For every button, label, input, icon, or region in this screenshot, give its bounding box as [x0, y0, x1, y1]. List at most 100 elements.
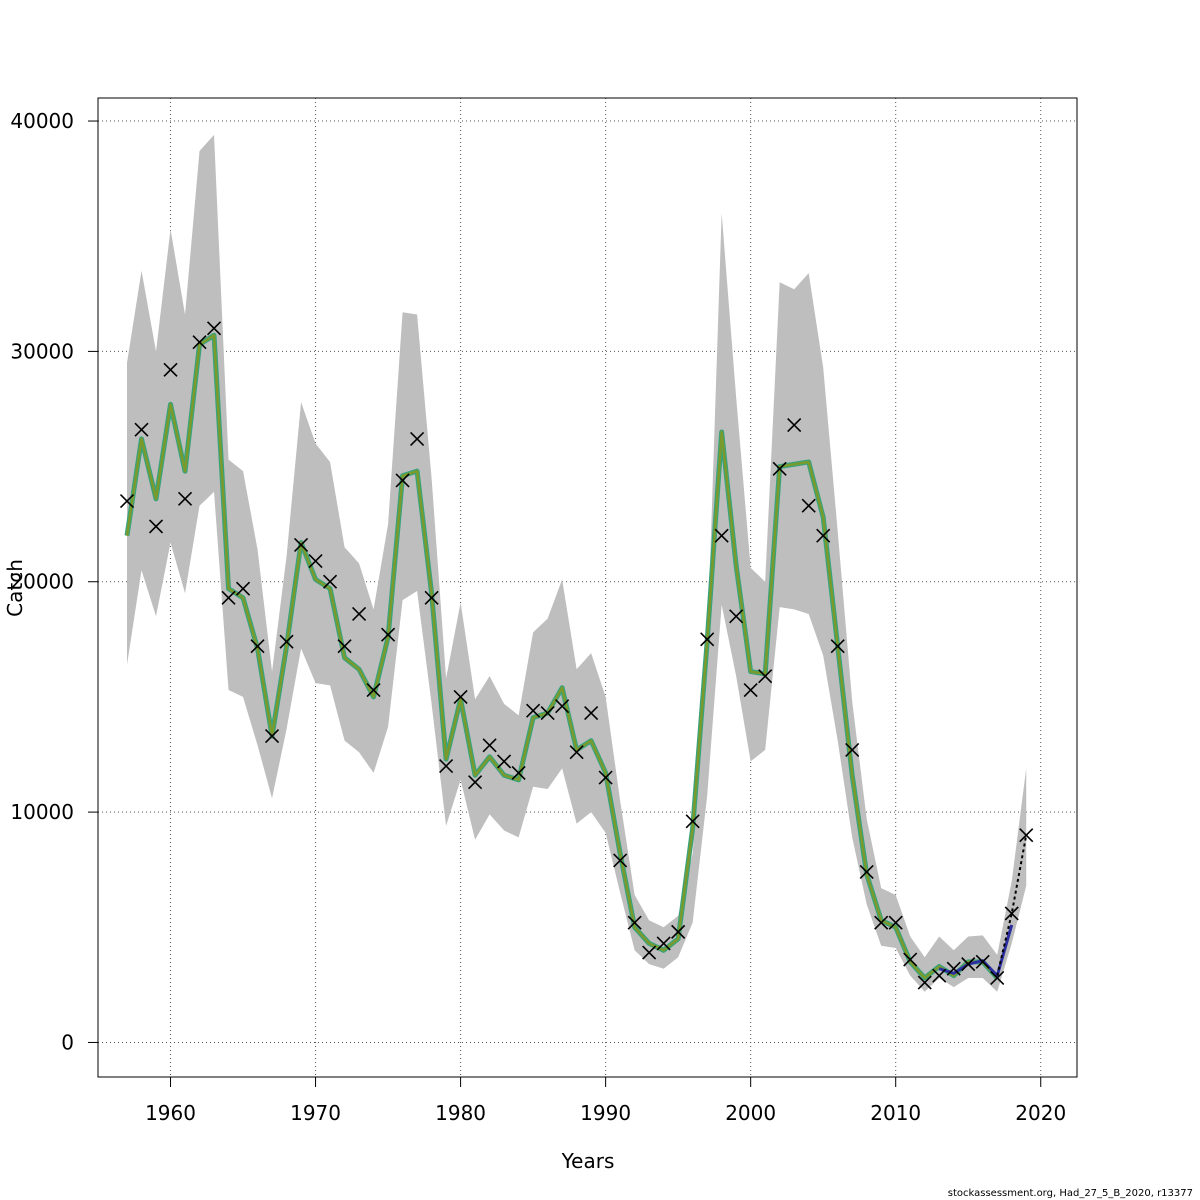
observed-point-stroke: [729, 609, 744, 624]
observed-point-stroke: [293, 537, 309, 552]
observed-point: [932, 968, 947, 983]
observed-point-stroke: [1019, 828, 1034, 843]
observed-point: [801, 498, 816, 513]
observed-point-stroke: [888, 915, 903, 930]
observed-point: [308, 553, 323, 569]
observed-point: [250, 639, 265, 654]
x-tick-label: 1990: [580, 1101, 631, 1125]
observed-point: [555, 699, 570, 714]
observed-point-stroke: [148, 519, 164, 534]
observed-point: [279, 634, 294, 649]
observed-point: [642, 945, 657, 960]
observed-point-stroke: [613, 853, 628, 868]
observed-point-stroke: [511, 765, 526, 780]
x-tick-label: 2020: [1015, 1101, 1066, 1125]
observed-point: [787, 418, 802, 433]
observed-point-stroke: [1004, 906, 1019, 921]
observed-point: [206, 321, 222, 336]
observed-point-stroke: [903, 952, 918, 967]
observed-point-stroke: [439, 758, 454, 774]
observed-point-stroke: [656, 936, 671, 951]
observed-point: [874, 915, 889, 930]
observed-point: [613, 853, 628, 868]
observed-point: [424, 590, 439, 605]
observed-point-stroke: [990, 970, 1005, 986]
observed-point-stroke: [250, 639, 265, 654]
observed-point: [569, 745, 584, 760]
observed-point: [526, 703, 541, 718]
observed-point: [439, 758, 454, 774]
observed-point-stroke: [526, 703, 541, 718]
observed-point: [685, 814, 700, 829]
y-tick-label: 30000: [10, 339, 74, 363]
observed-point-stroke: [787, 418, 802, 433]
observed-point: [119, 494, 135, 509]
observed-point: [946, 961, 961, 976]
observed-point: [177, 491, 193, 506]
observed-point: [758, 669, 773, 684]
observed-point-stroke: [801, 498, 816, 513]
observed-point-stroke: [758, 669, 773, 684]
observed-point: [816, 528, 831, 543]
observed-point: [410, 431, 425, 446]
x-tick-label: 1970: [290, 1101, 341, 1125]
observed-point-stroke: [946, 961, 961, 976]
observed-point: [903, 952, 918, 967]
observed-point-stroke: [816, 528, 831, 543]
observed-point: [917, 975, 932, 990]
observed-point: [1019, 828, 1034, 843]
observed-point: [468, 775, 483, 790]
observed-point-stroke: [555, 699, 570, 714]
x-tick-label: 1980: [435, 1101, 486, 1125]
observed-point: [511, 765, 526, 780]
observed-point: [453, 689, 468, 704]
observed-point: [337, 639, 352, 654]
observed-point-stroke: [671, 924, 686, 939]
observed-point-stroke: [685, 814, 700, 829]
observed-point-stroke: [497, 754, 512, 769]
observed-point-stroke: [308, 553, 323, 569]
observed-point: [192, 335, 207, 350]
observed-point: [772, 461, 787, 476]
y-tick-label: 0: [61, 1030, 74, 1054]
observed-point: [497, 754, 512, 769]
observed-point: [859, 864, 874, 880]
observed-point-stroke: [772, 461, 787, 476]
observed-point: [293, 537, 309, 552]
observed-point-stroke: [395, 473, 410, 488]
observed-point-stroke: [453, 689, 468, 704]
observed-point: [352, 606, 367, 622]
observed-point-stroke: [845, 742, 860, 757]
y-axis: 0 10000 20000 30000 40000: [10, 109, 99, 1054]
observed-point-stroke: [337, 639, 352, 654]
observed-point-stroke: [874, 915, 889, 930]
observed-point: [598, 770, 613, 785]
observed-point: [961, 957, 976, 972]
footer-credit: stockassessment.org, Had_27_5_B_2020, r1…: [948, 1188, 1193, 1199]
observed-point-stroke: [264, 729, 280, 744]
observed-point-stroke: [119, 494, 135, 509]
observed-point: [627, 915, 642, 930]
observed-point: [381, 627, 396, 642]
observed-point: [584, 705, 599, 721]
observed-point-stroke: [221, 590, 236, 605]
observed-point: [134, 422, 149, 437]
observed-point: [729, 609, 744, 624]
observed-point-stroke: [859, 864, 874, 880]
observed-point-stroke: [235, 581, 251, 596]
observed-point-stroke: [424, 590, 439, 605]
observed-point-stroke: [642, 945, 657, 960]
observed-point: [830, 639, 845, 654]
observed-point-stroke: [584, 705, 599, 721]
observed-point: [264, 729, 280, 744]
observed-point-stroke: [975, 954, 990, 969]
observed-point-stroke: [177, 491, 193, 506]
observed-point: [671, 924, 686, 939]
y-axis-title: Catch: [3, 559, 27, 617]
observed-point-stroke: [830, 639, 845, 654]
y-tick-label: 40000: [10, 109, 74, 133]
observed-point-stroke: [700, 632, 715, 647]
dashed-estimate-line: [996, 834, 1028, 976]
x-tick-label: 2010: [870, 1101, 921, 1125]
